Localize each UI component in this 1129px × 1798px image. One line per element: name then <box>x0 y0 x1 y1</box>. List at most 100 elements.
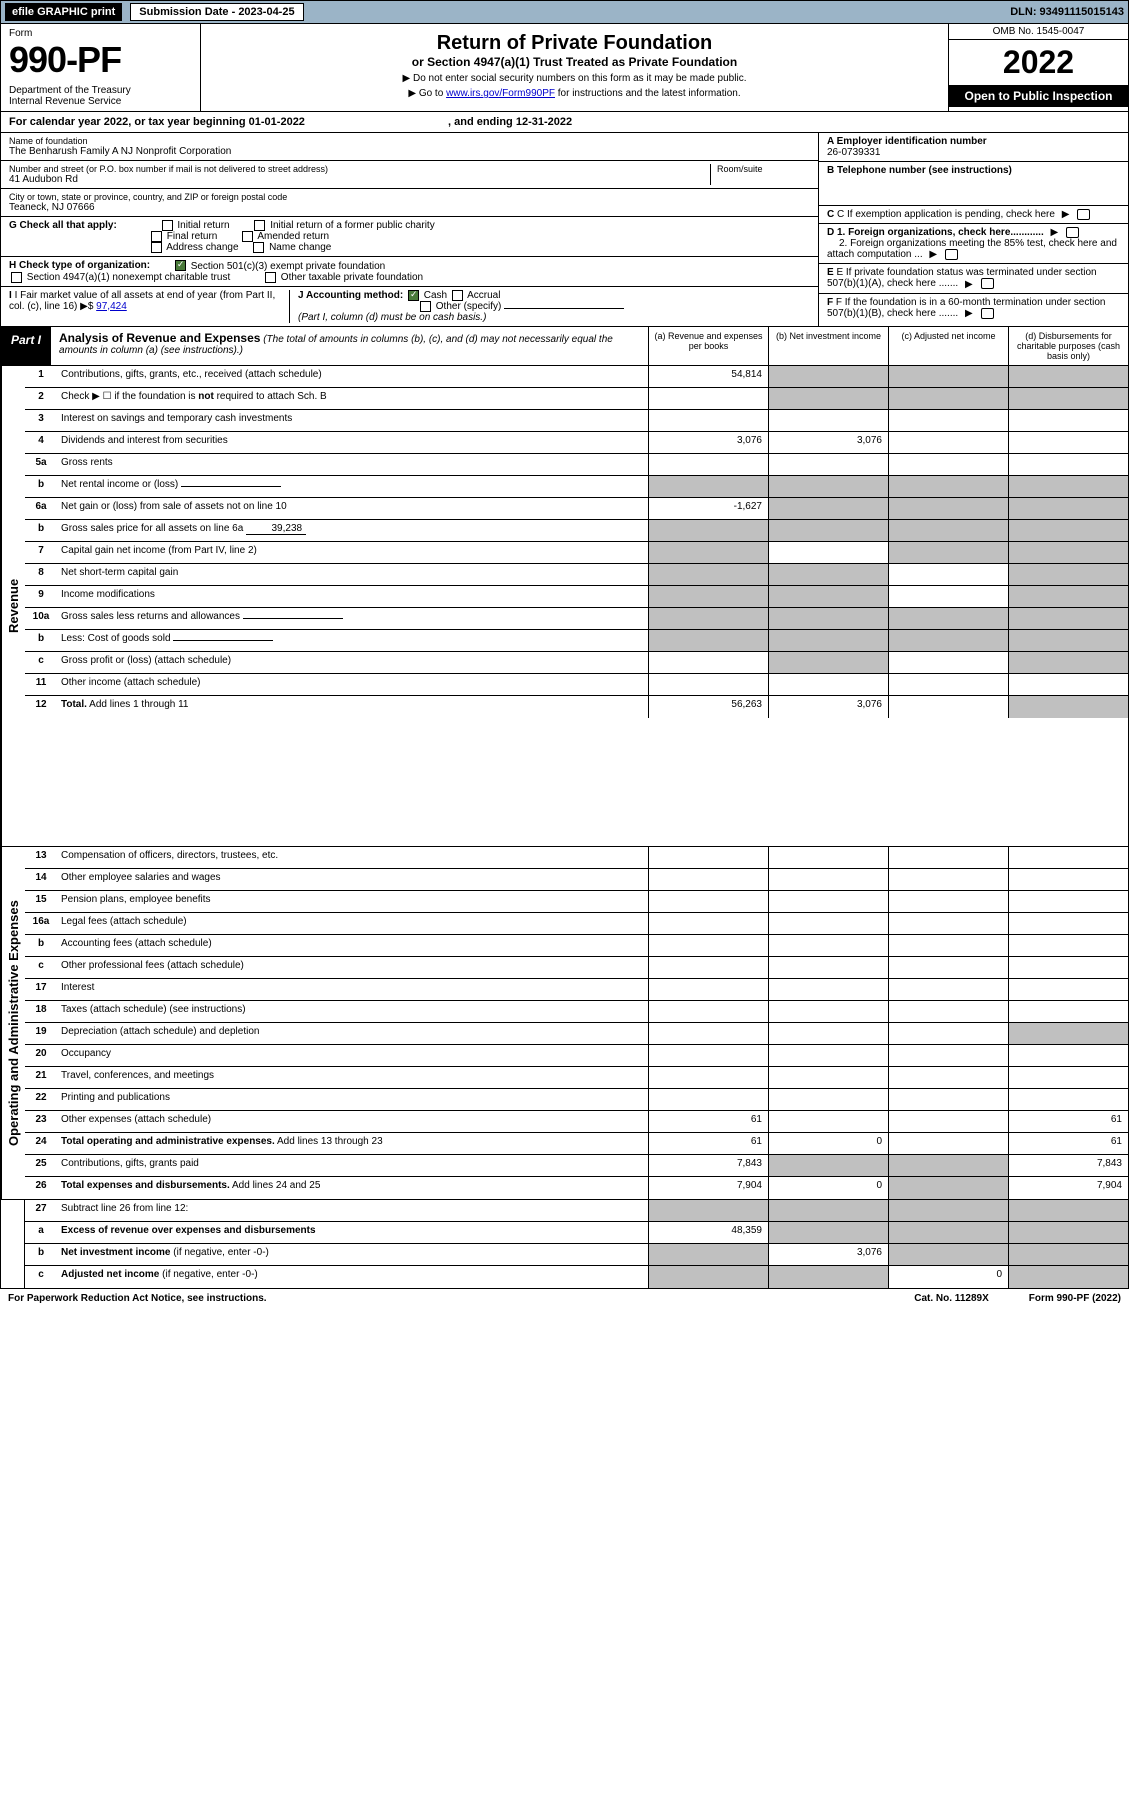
cell-10a-d <box>1008 608 1128 629</box>
cell-24-a: 61 <box>648 1133 768 1154</box>
chk-4947[interactable] <box>11 272 22 283</box>
cell-8-a <box>648 564 768 585</box>
cell-26-a: 7,904 <box>648 1177 768 1199</box>
dept-treasury: Department of the TreasuryInternal Reven… <box>9 85 192 107</box>
chk-accrual[interactable] <box>452 290 463 301</box>
revenue-label: Revenue <box>1 366 25 846</box>
fmv-link[interactable]: 97,424 <box>96 301 127 312</box>
chk-d2[interactable] <box>945 249 958 260</box>
tax-year: 2022 <box>949 40 1128 85</box>
cell-10a-a <box>648 608 768 629</box>
section-e: E E If private foundation status was ter… <box>819 264 1128 293</box>
chk-c[interactable] <box>1077 209 1090 220</box>
cell-6a-d <box>1008 498 1128 519</box>
efile-print-btn[interactable]: efile GRAPHIC print <box>5 3 122 21</box>
cell-3-d <box>1008 410 1128 431</box>
omb-number: OMB No. 1545-0047 <box>949 24 1128 40</box>
line-20: 20Occupancy <box>25 1045 1128 1067</box>
cell-9-a <box>648 586 768 607</box>
line-27: 27Subtract line 26 from line 12: <box>25 1200 1128 1222</box>
foundation-name: The Benharush Family A NJ Nonprofit Corp… <box>9 146 810 157</box>
cell-27-a <box>648 1200 768 1221</box>
cell-b-b <box>768 630 888 651</box>
chk-other-method[interactable] <box>420 301 431 312</box>
chk-d1[interactable] <box>1066 227 1079 238</box>
cell-c-a <box>648 1266 768 1288</box>
cell-26-d: 7,904 <box>1008 1177 1128 1199</box>
line-b: bNet investment income (if negative, ent… <box>25 1244 1128 1266</box>
chk-initial-return[interactable] <box>162 220 173 231</box>
paperwork-notice: For Paperwork Reduction Act Notice, see … <box>8 1293 267 1304</box>
addr-label: Number and street (or P.O. box number if… <box>9 164 710 174</box>
irs-link[interactable]: www.irs.gov/Form990PF <box>446 88 555 99</box>
cell-11-c <box>888 674 1008 695</box>
part1-label: Part I <box>1 327 51 365</box>
cell-22-c <box>888 1089 1008 1110</box>
chk-amended[interactable] <box>242 231 253 242</box>
instruct-2: ▶ Go to www.irs.gov/Form990PF for instru… <box>209 88 940 99</box>
line-6a: 6aNet gain or (loss) from sale of assets… <box>25 498 1128 520</box>
cell-b-a <box>648 935 768 956</box>
line-b: bGross sales price for all assets on lin… <box>25 520 1128 542</box>
cell-12-b: 3,076 <box>768 696 888 718</box>
chk-other-taxable[interactable] <box>265 272 276 283</box>
cell-12-a: 56,263 <box>648 696 768 718</box>
cell-23-a: 61 <box>648 1111 768 1132</box>
line-21: 21Travel, conferences, and meetings <box>25 1067 1128 1089</box>
cell-20-a <box>648 1045 768 1066</box>
chk-f[interactable] <box>981 308 994 319</box>
cell-b-b <box>768 935 888 956</box>
cell-21-b <box>768 1067 888 1088</box>
cell-18-a <box>648 1001 768 1022</box>
cell-5a-d <box>1008 454 1128 475</box>
chk-final-return[interactable] <box>151 231 162 242</box>
cell-15-c <box>888 891 1008 912</box>
cell-b-a <box>648 520 768 541</box>
ein-value: 26-0739331 <box>827 147 880 158</box>
line-18: 18Taxes (attach schedule) (see instructi… <box>25 1001 1128 1023</box>
line-1: 1Contributions, gifts, grants, etc., rec… <box>25 366 1128 388</box>
cell-b-d <box>1008 476 1128 497</box>
cell-b-a <box>648 630 768 651</box>
cell-12-c <box>888 696 1008 718</box>
chk-name-change[interactable] <box>253 242 264 253</box>
cell-24-b: 0 <box>768 1133 888 1154</box>
form-header: Form 990-PF Department of the TreasuryIn… <box>0 24 1129 112</box>
chk-501c3[interactable] <box>175 260 186 271</box>
cell-b-c <box>888 1244 1008 1265</box>
cell-17-a <box>648 979 768 1000</box>
line-11: 11Other income (attach schedule) <box>25 674 1128 696</box>
line-10a: 10aGross sales less returns and allowanc… <box>25 608 1128 630</box>
cell-19-c <box>888 1023 1008 1044</box>
cell-13-a <box>648 847 768 868</box>
line-15: 15Pension plans, employee benefits <box>25 891 1128 913</box>
chk-initial-public[interactable] <box>254 220 265 231</box>
cell-20-c <box>888 1045 1008 1066</box>
cell-1-a: 54,814 <box>648 366 768 387</box>
cell-14-d <box>1008 869 1128 890</box>
submission-date: Submission Date - 2023-04-25 <box>130 3 303 21</box>
col-a-hdr: (a) Revenue and expenses per books <box>648 327 768 365</box>
cell-21-a <box>648 1067 768 1088</box>
cell-7-d <box>1008 542 1128 563</box>
cell-6a-a: -1,627 <box>648 498 768 519</box>
cell-2-d <box>1008 388 1128 409</box>
chk-cash[interactable] <box>408 290 419 301</box>
line-24: 24Total operating and administrative exp… <box>25 1133 1128 1155</box>
instruct-1: ▶ Do not enter social security numbers o… <box>209 73 940 84</box>
cell-1-c <box>888 366 1008 387</box>
cell-1-d <box>1008 366 1128 387</box>
line-3: 3Interest on savings and temporary cash … <box>25 410 1128 432</box>
cell-a-a: 48,359 <box>648 1222 768 1243</box>
cell-8-c <box>888 564 1008 585</box>
cell-15-b <box>768 891 888 912</box>
chk-e[interactable] <box>981 278 994 289</box>
chk-addr-change[interactable] <box>151 242 162 253</box>
cell-27-d <box>1008 1200 1128 1221</box>
cell-25-b <box>768 1155 888 1176</box>
cell-20-b <box>768 1045 888 1066</box>
line-22: 22Printing and publications <box>25 1089 1128 1111</box>
cell-c-a <box>648 957 768 978</box>
line-a: aExcess of revenue over expenses and dis… <box>25 1222 1128 1244</box>
cell-5a-a <box>648 454 768 475</box>
